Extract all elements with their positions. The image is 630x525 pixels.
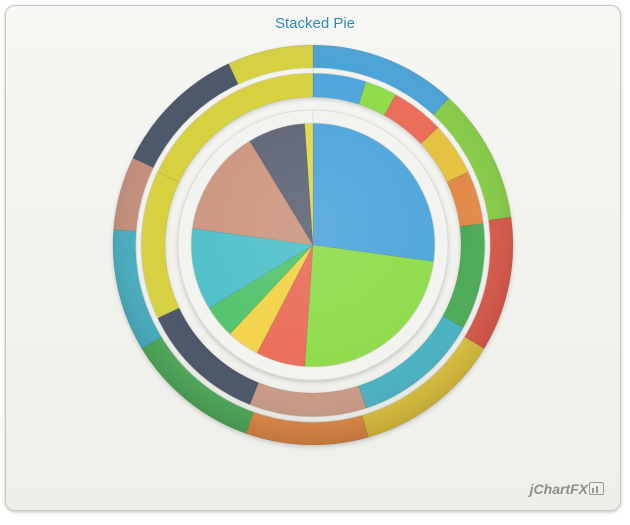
ring-1-slice-2[interactable] — [304, 244, 435, 368]
ring-1-slice-1[interactable] — [312, 122, 436, 262]
chart-title: Stacked Pie — [274, 15, 356, 32]
jchartfx-logo-text: jChartFX — [529, 481, 588, 497]
jchartfx-logo-icon — [589, 482, 604, 495]
